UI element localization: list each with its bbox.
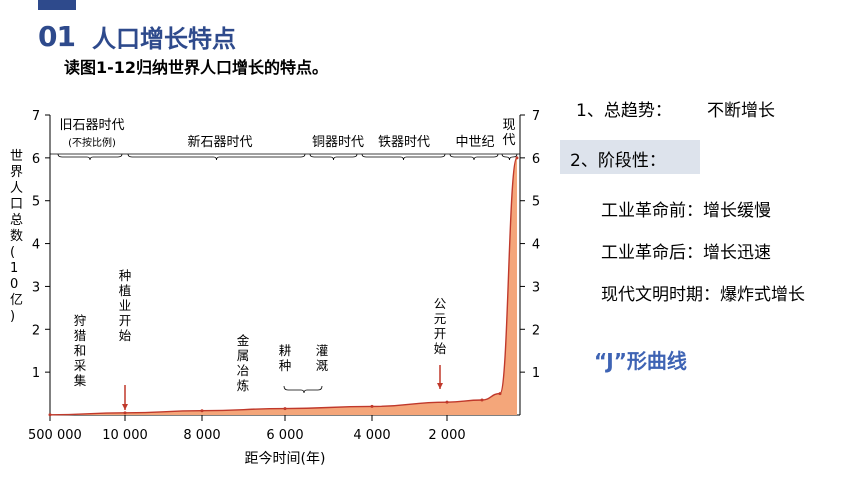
y-tick-label-right: 4 — [532, 238, 540, 253]
x-tick-label: 10 000 — [102, 428, 148, 443]
event-label: 金属冶炼 — [237, 333, 250, 393]
population-chart: 1 1 2 2 3 3 4 4 5 5 6 6 7 7 500 000 10 000 8 000 6 000 4 … — [0, 95, 560, 484]
data-point — [370, 404, 374, 408]
y-tick-label-left: 1 — [32, 366, 40, 381]
population-area — [48, 156, 519, 417]
x-axis-title: 距今时间(年) — [245, 451, 326, 467]
event-label: 灌溉 — [316, 343, 329, 373]
stage-pre-industrial: 工业革命前：增长缓慢 — [601, 201, 771, 221]
era-label: 现代 — [502, 118, 515, 148]
data-point — [200, 409, 204, 413]
y-tick-label-left: 5 — [32, 195, 40, 210]
y-tick-label-left: 3 — [32, 280, 40, 295]
event-label: 狩猎和采集 — [74, 313, 87, 388]
y-tick-label-left: 7 — [32, 109, 40, 124]
accent-bar — [38, 0, 76, 10]
y-ticks: 1 1 2 2 3 3 4 4 5 5 6 6 7 7 — [32, 109, 540, 381]
y-tick-label-right: 3 — [532, 280, 540, 295]
stage-modern: 现代文明时期：爆炸式增长 — [601, 285, 805, 305]
data-point — [123, 411, 127, 415]
y-tick-label-left: 4 — [32, 238, 40, 253]
event-arrowhead — [437, 383, 443, 389]
data-point — [515, 156, 519, 160]
y-axis-title: 世界人口总数(1 0 亿) — [10, 149, 23, 324]
population-chart-svg: 1 1 2 2 3 3 4 4 5 5 6 6 7 7 500 000 10 000 8 000 6 000 4 … — [10, 109, 540, 467]
era-brace — [449, 153, 499, 161]
x-tick-label: 8 000 — [183, 428, 220, 443]
era-label: 铁器时代 — [378, 135, 430, 150]
x-tick-label: 4 000 — [353, 428, 390, 443]
era-label: 中世纪 — [455, 135, 494, 150]
era-label: 铜器时代 — [312, 135, 364, 150]
point-stage-box — [560, 140, 700, 174]
era-brace — [309, 153, 358, 161]
event-label: 公元开始 — [434, 296, 447, 356]
era-label: 新石器时代 — [187, 134, 252, 150]
y-tick-label-right: 6 — [532, 152, 540, 167]
j-curve-label: “J”形曲线 — [594, 349, 687, 373]
event-labels: 狩猎和采集 种植业开始金属冶炼 耕种灌溉 公元开始 — [74, 268, 447, 410]
data-point — [48, 413, 52, 417]
x-tick-label: 2 000 — [428, 428, 465, 443]
y-tick-label-right: 1 — [532, 366, 540, 381]
event-label: 种植业开始 — [119, 268, 132, 343]
section-title: 人口增长特点 — [92, 25, 236, 53]
x-tick-label: 500 000 — [28, 428, 82, 443]
era-note: (不按比例) — [68, 136, 116, 149]
data-point — [445, 400, 449, 404]
x-ticks: 500 000 10 000 8 000 6 000 4 000 2 000 — [28, 415, 466, 443]
era-brace — [361, 153, 446, 161]
data-point — [283, 407, 287, 411]
data-point — [480, 398, 484, 402]
y-tick-label-left: 2 — [32, 323, 40, 338]
stage-post-industrial: 工业革命后：增长迅速 — [601, 243, 771, 263]
era-brace — [501, 153, 518, 161]
subtitle: 读图1-12归纳世界人口增长的特点。 — [64, 58, 329, 77]
era-brace — [127, 153, 306, 161]
event-arrowhead — [122, 404, 128, 410]
point-stage-label: 2、阶段性： — [570, 151, 666, 171]
point-trend-label: 1、总趋势： — [576, 101, 672, 121]
y-tick-label-left: 6 — [32, 152, 40, 167]
section-number: 01 — [38, 20, 76, 53]
era-label: 旧石器时代 — [59, 118, 124, 133]
y-tick-label-right: 5 — [532, 195, 540, 210]
point-trend-value: 不断增长 — [707, 101, 775, 121]
y-tick-label-right: 2 — [532, 323, 540, 338]
y-tick-label-right: 7 — [532, 109, 540, 124]
event-label: 耕种 — [279, 343, 292, 373]
x-tick-label: 6 000 — [266, 428, 303, 443]
event-brace — [283, 385, 323, 394]
data-point — [498, 392, 502, 396]
era-brace — [57, 153, 123, 161]
